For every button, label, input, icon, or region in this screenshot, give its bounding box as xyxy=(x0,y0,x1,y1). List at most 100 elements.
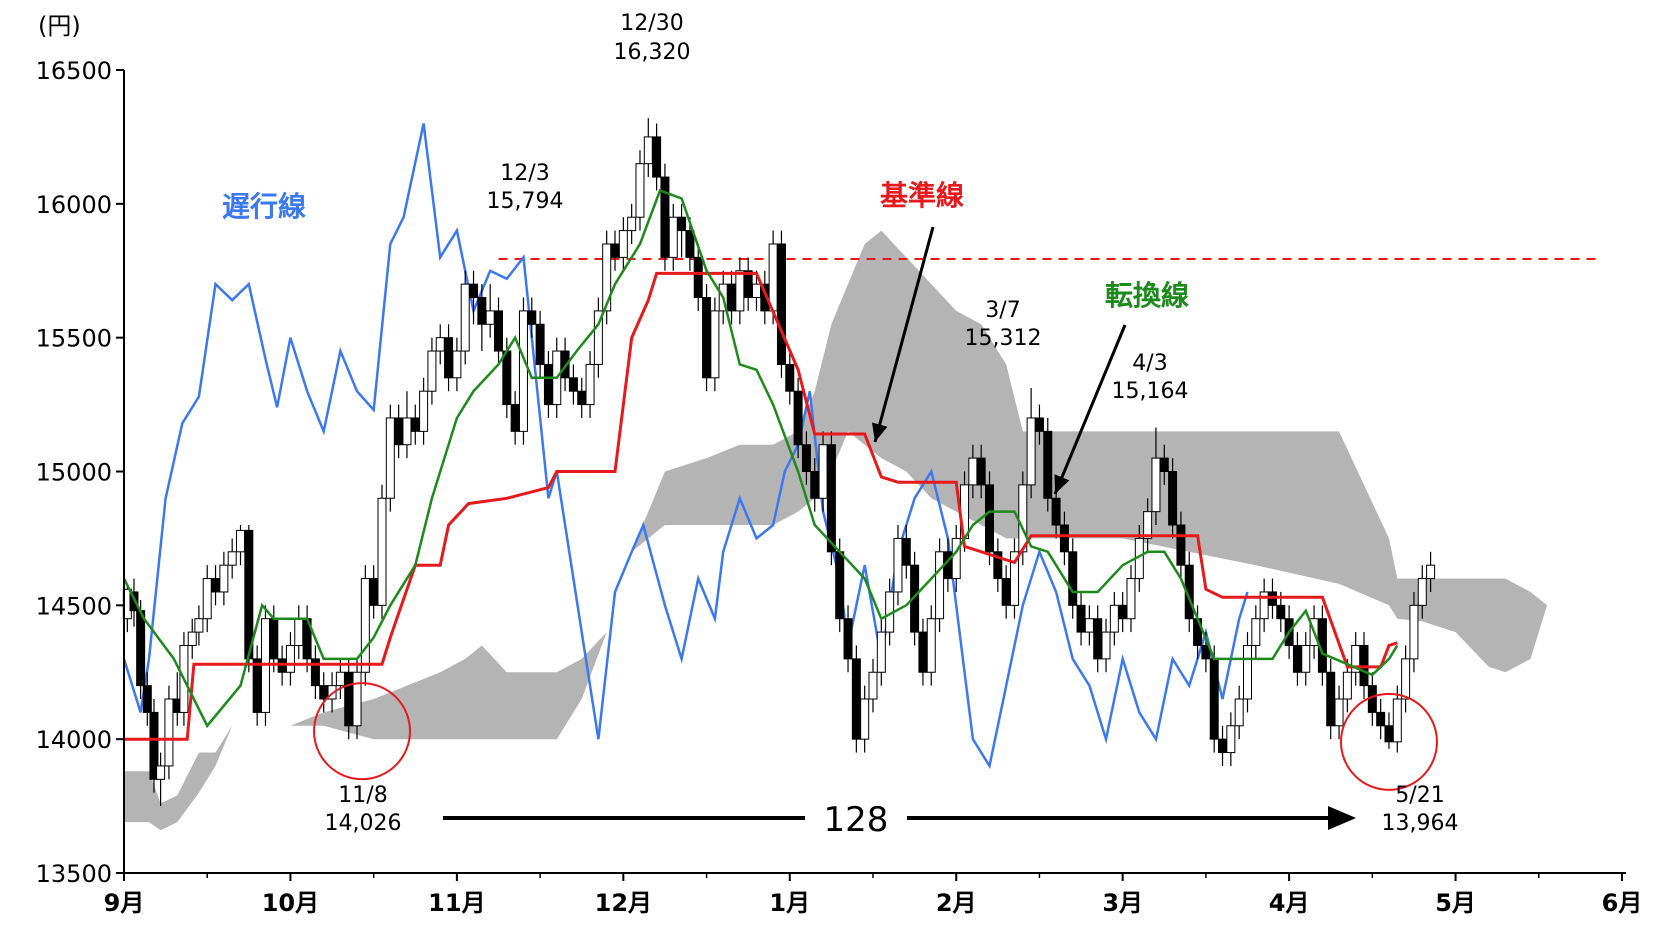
candle-body xyxy=(543,363,553,406)
candle-body xyxy=(643,136,653,165)
candle-body xyxy=(835,551,845,620)
annotation-value: 15,794 xyxy=(487,189,564,214)
candle xyxy=(1026,387,1036,499)
candle-body xyxy=(1059,524,1069,553)
annotation-date: 11/8 xyxy=(338,783,387,808)
kijun-pointer-arrow xyxy=(871,226,935,443)
candle-body xyxy=(993,551,1003,580)
candle-body xyxy=(818,444,828,499)
candle-body xyxy=(460,283,470,352)
candle-body xyxy=(860,698,870,740)
candle-body xyxy=(935,551,945,620)
candle-body xyxy=(768,243,778,312)
candle xyxy=(1176,511,1186,579)
candle-body xyxy=(593,310,603,365)
candle-body xyxy=(976,457,986,486)
candle xyxy=(1109,591,1119,646)
candle xyxy=(1034,404,1044,445)
candle-body xyxy=(1118,604,1128,620)
candle-body xyxy=(918,631,928,673)
y-tick-label: 14000 xyxy=(36,726,112,754)
candle-body xyxy=(149,711,159,780)
candle-body xyxy=(1409,604,1419,660)
candle-body xyxy=(1251,618,1261,646)
candle-body xyxy=(910,564,920,633)
candle-body xyxy=(1226,725,1236,754)
candle-body xyxy=(810,471,820,499)
arrow-shaft xyxy=(873,226,935,443)
candle xyxy=(510,391,520,445)
candle-body xyxy=(319,685,329,700)
annotation-value: 13,964 xyxy=(1382,811,1459,836)
candle-body xyxy=(1009,551,1019,606)
candle xyxy=(1376,699,1386,740)
candle xyxy=(219,551,229,606)
candle xyxy=(635,150,645,231)
candle xyxy=(610,230,620,271)
chikou-label: 遅行線 xyxy=(222,190,306,223)
candle xyxy=(1351,632,1361,686)
candle xyxy=(735,257,745,325)
candle-body xyxy=(327,685,337,700)
x-tick-label: 11月 xyxy=(428,889,485,917)
candle-body xyxy=(187,631,197,646)
candle xyxy=(377,484,387,619)
candle xyxy=(477,284,487,352)
candle xyxy=(976,444,986,499)
candle xyxy=(419,377,429,445)
candle xyxy=(618,217,628,271)
candle-body xyxy=(435,337,445,352)
highlight-circles xyxy=(313,682,1438,791)
candle xyxy=(568,364,578,405)
candle xyxy=(776,230,786,378)
span-label: 128 xyxy=(824,800,889,840)
candle-body xyxy=(444,337,454,379)
candle-body xyxy=(310,658,320,687)
candle-body xyxy=(1168,471,1178,526)
candle-body xyxy=(294,618,304,646)
x-tick-label: 2月 xyxy=(936,889,977,917)
candle xyxy=(652,123,662,191)
candle xyxy=(149,699,159,793)
y-tick-label: 15500 xyxy=(36,325,112,353)
x-tick-label: 1月 xyxy=(769,889,810,917)
candle-body xyxy=(1417,578,1427,606)
annotation-date: 3/7 xyxy=(985,298,1020,323)
candle xyxy=(252,645,262,726)
candle xyxy=(860,685,870,753)
candle-body xyxy=(901,537,911,566)
candle-body xyxy=(793,390,803,446)
candle-body xyxy=(219,564,229,593)
y-tick-label: 16000 xyxy=(36,191,112,219)
candle xyxy=(1059,511,1069,566)
candle xyxy=(1409,591,1419,673)
candle xyxy=(910,551,920,646)
candle xyxy=(993,538,1003,592)
candle-body xyxy=(1101,631,1111,660)
candle xyxy=(1118,591,1128,633)
candle-body xyxy=(527,310,537,325)
candle xyxy=(935,538,945,633)
x-tick-label: 10月 xyxy=(262,889,319,917)
candle xyxy=(1151,427,1161,526)
candle-body xyxy=(1001,578,1011,606)
span-arrowhead xyxy=(1328,806,1356,830)
candle-body xyxy=(702,297,712,379)
candle-body xyxy=(693,256,703,299)
tenkan-label: 転換線 xyxy=(1105,279,1189,312)
candle xyxy=(926,605,936,686)
candle xyxy=(1251,605,1261,659)
x-tick-label: 9月 xyxy=(104,889,145,917)
candle-body xyxy=(1384,725,1394,743)
candle xyxy=(1093,605,1103,673)
candle xyxy=(543,351,553,418)
candle-body xyxy=(385,417,395,499)
candle-body xyxy=(136,610,146,687)
candle-body xyxy=(1243,644,1252,700)
candle-body xyxy=(968,457,978,486)
candle xyxy=(585,351,595,418)
candle-body xyxy=(1292,644,1302,673)
candle-body xyxy=(843,618,853,660)
candle-body xyxy=(677,216,687,232)
candle xyxy=(710,297,720,392)
